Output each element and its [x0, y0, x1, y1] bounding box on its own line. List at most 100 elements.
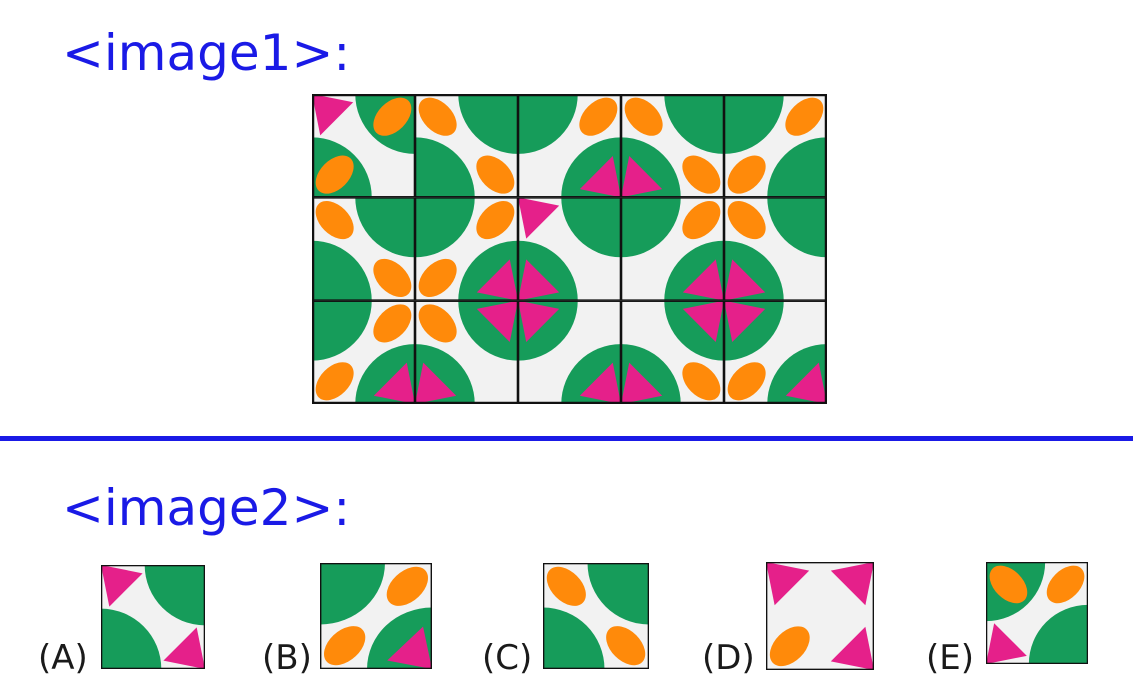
tile [518, 300, 621, 404]
tile [724, 300, 827, 404]
green-corner-top-left [312, 300, 372, 361]
magenta-spike-top-left [766, 562, 810, 606]
orange-petal-bottom-right [373, 258, 412, 297]
image2-heading: <image2>: [62, 479, 351, 537]
option-e-tile[interactable] [986, 562, 1088, 664]
magenta-spike-bottom-right [373, 362, 415, 404]
grid-cell-r2-c2 [415, 197, 518, 301]
orange-petal-bottom-left [418, 258, 457, 297]
green-corner-top-left [415, 197, 475, 258]
grid-cell-r3-c2 [415, 300, 518, 404]
green-corner-top-right [561, 197, 621, 258]
grid-cell-r2-c1 [312, 197, 415, 301]
option-b-tile[interactable] [320, 563, 432, 669]
grid-cell-r2-c5 [724, 197, 827, 301]
magenta-spike-bottom-right [579, 362, 621, 404]
magenta-spike-top-right [830, 562, 874, 606]
magenta-spike-bottom-right [387, 626, 432, 669]
orange-petal-top-right [785, 97, 824, 136]
orange-petal-top-left [315, 201, 354, 240]
magenta-spike-bottom-right [579, 156, 621, 198]
magenta-spike-bottom-right [163, 627, 205, 669]
option-c-tile[interactable] [543, 563, 649, 669]
green-corner-top-left [320, 563, 385, 625]
orange-petal-top-right [1046, 565, 1085, 604]
tile [621, 94, 724, 198]
tile [543, 563, 649, 669]
tile [518, 94, 621, 198]
tile [724, 94, 827, 198]
magenta-spike-top-left [101, 565, 143, 607]
grid-cell-r3-c4 [621, 300, 724, 404]
option-a-tile[interactable] [101, 565, 205, 669]
grid-cell-r1-c4 [621, 94, 724, 198]
tile [312, 300, 415, 404]
grid-cell-r1-c3 [518, 94, 621, 198]
grid-cell-r3-c3 [518, 300, 621, 404]
orange-petal-top-right [579, 97, 618, 136]
green-corner-top-right [458, 94, 518, 154]
option-c-label: (C) [482, 638, 533, 678]
green-corner-top-right [144, 565, 205, 626]
orange-petal-bottom-right [476, 155, 515, 194]
magenta-spike-top-right [476, 300, 518, 342]
grid-cell-r2-c4 [621, 197, 724, 301]
orange-petal-top-left [624, 97, 663, 136]
magenta-spike-bottom-left [415, 362, 457, 404]
tile [415, 197, 518, 301]
tile [415, 94, 518, 198]
tile [415, 300, 518, 404]
orange-petal-top-right [476, 201, 515, 240]
magenta-spike-top-left [724, 300, 766, 342]
magenta-spike-bottom-left [724, 259, 766, 301]
tile [621, 300, 724, 404]
grid-cell-r3-c1 [312, 300, 415, 404]
green-corner-bottom-left [543, 607, 605, 669]
grid-cell-r3-c5 [724, 300, 827, 404]
orange-petal-bottom-left [315, 155, 354, 194]
green-corner-bottom-right [1028, 604, 1088, 664]
option-d-label: (D) [702, 638, 755, 678]
orange-petal-top-right [373, 97, 412, 136]
orange-petal-top-left [727, 201, 766, 240]
green-corner-top-right [767, 197, 827, 258]
option-e-label: (E) [926, 638, 975, 678]
magenta-spike-bottom-left [518, 259, 560, 301]
magenta-spike-bottom-right [785, 362, 827, 404]
section-divider [0, 436, 1133, 441]
orange-petal-bottom-left [769, 626, 810, 667]
grid-cell-r2-c3 [518, 197, 621, 301]
green-corner-bottom-right [767, 137, 827, 198]
orange-petal-bottom-left [323, 626, 366, 666]
magenta-spike-bottom-right [476, 259, 518, 301]
tile [518, 197, 621, 301]
tile [766, 562, 874, 670]
tile [621, 197, 724, 301]
green-corner-top-right [587, 563, 649, 625]
magenta-spike-bottom-left [986, 623, 1027, 664]
green-corner-top-right [664, 94, 724, 154]
green-corner-bottom-left [415, 137, 475, 198]
orange-petal-top-left [418, 304, 457, 343]
magenta-spike-bottom-right [682, 259, 724, 301]
image1-heading: <image1>: [62, 24, 351, 82]
tile [320, 563, 432, 669]
magenta-spike-top-left [518, 300, 560, 342]
orange-petal-top-left [418, 97, 457, 136]
green-corner-bottom-left [312, 240, 372, 301]
green-corner-top-left [621, 197, 681, 258]
orange-petal-top-right [373, 304, 412, 343]
green-corner-top-left [518, 94, 578, 154]
orange-petal-bottom-left [315, 362, 354, 401]
grid-cell-r1-c5 [724, 94, 827, 198]
magenta-spike-bottom-left [621, 362, 663, 404]
option-b-label: (B) [262, 638, 312, 678]
magenta-spike-top-left [518, 197, 560, 239]
tile [312, 94, 415, 198]
orange-petal-bottom-right [682, 155, 721, 194]
magenta-spike-top-right [682, 300, 724, 342]
green-corner-top-left [724, 94, 784, 154]
option-d-tile[interactable] [766, 562, 874, 670]
tile [986, 562, 1088, 664]
tile [724, 197, 827, 301]
